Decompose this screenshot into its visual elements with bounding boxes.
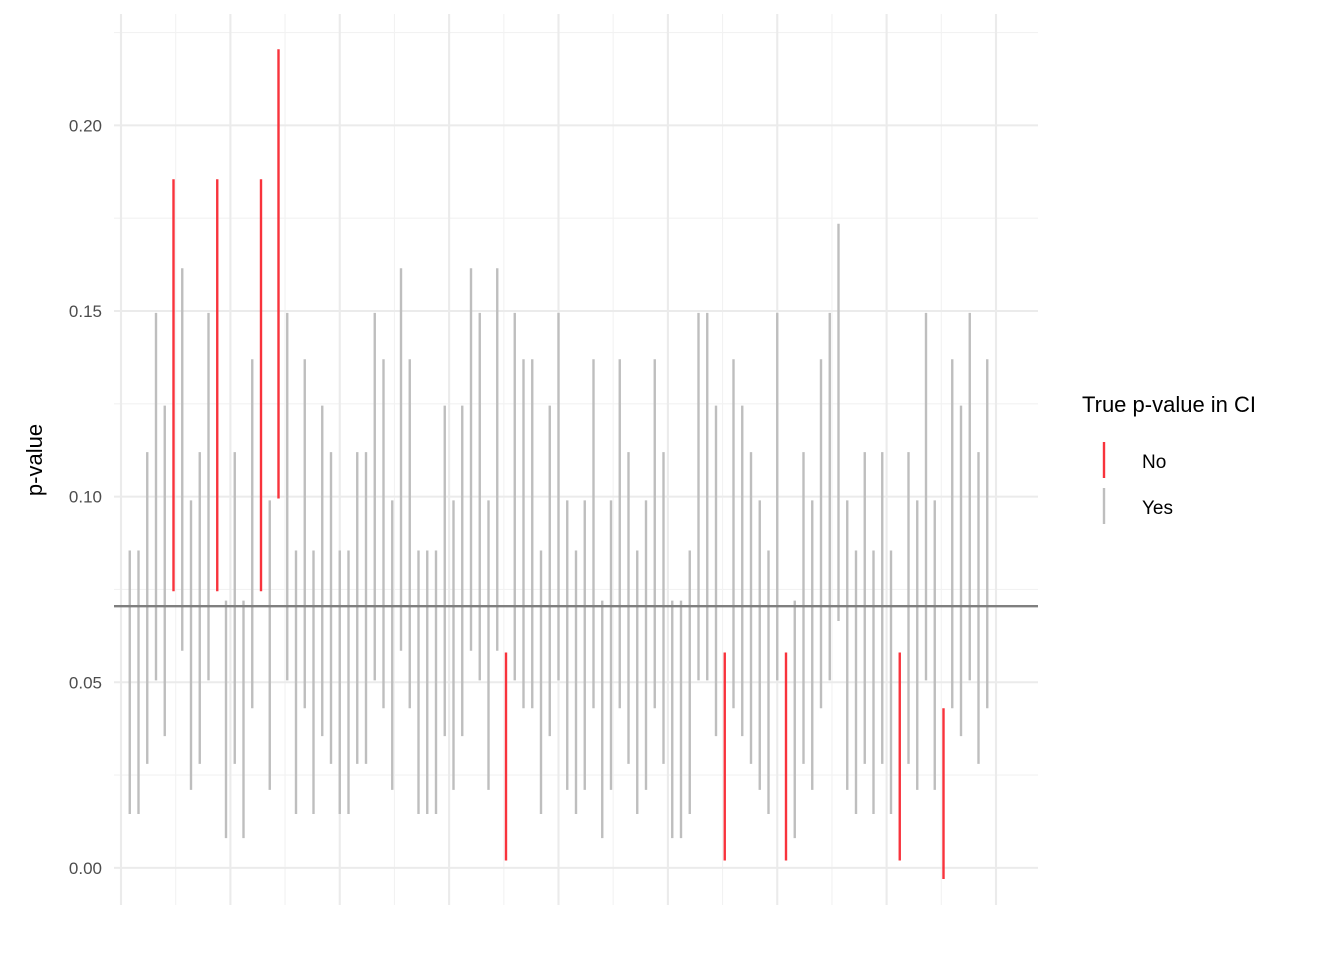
y-tick-label: 0.10 — [69, 488, 102, 507]
y-tick-label: 0.05 — [69, 673, 102, 692]
minor-gridlines — [114, 14, 1038, 905]
y-tick-label: 0.20 — [69, 116, 102, 135]
confidence-intervals — [128, 49, 989, 880]
y-axis-title: p-value — [22, 424, 47, 496]
y-tick-label: 0.00 — [69, 859, 102, 878]
y-tick-label: 0.15 — [69, 302, 102, 321]
legend-label-yes: Yes — [1142, 498, 1173, 519]
legend: True p-value in CI No Yes — [1082, 392, 1256, 524]
legend-title: True p-value in CI — [1082, 392, 1256, 417]
y-axis-tick-labels: 0.00 0.05 0.10 0.15 0.20 — [69, 116, 102, 878]
legend-label-no: No — [1142, 452, 1166, 473]
